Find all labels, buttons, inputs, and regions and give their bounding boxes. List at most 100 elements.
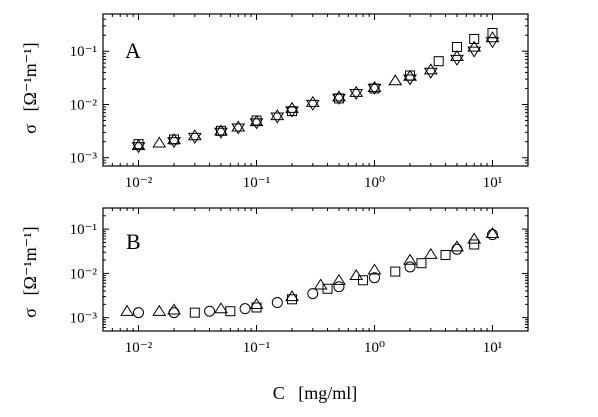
y-axis-label: σ [Ω⁻¹m⁻¹] bbox=[20, 42, 40, 133]
panel-b: B 10⁻² 10⁻¹ 10⁰ 10¹ 10⁻³ 10⁻² 10⁻¹ σ [Ω⁻¹m⁻¹] bbox=[20, 207, 529, 356]
svg-text:σ [Ω⁻¹m⁻¹]: σ [Ω⁻¹m⁻¹] bbox=[20, 42, 40, 133]
y-axis-unit: [Ω⁻¹m⁻¹] bbox=[20, 42, 40, 111]
data-point-triangle-down bbox=[403, 74, 417, 86]
data-point-triangle-up bbox=[423, 63, 438, 75]
y-axis-label: σ [Ω⁻¹m⁻¹] bbox=[20, 226, 40, 317]
data-point-triangle-down bbox=[231, 123, 246, 135]
y-tick-label: 10⁻² bbox=[70, 97, 98, 113]
data-point-triangle-down bbox=[332, 93, 346, 105]
data-point-circle bbox=[168, 307, 180, 319]
y-tick-label: 10⁻² bbox=[70, 266, 98, 282]
data-marks bbox=[120, 226, 500, 319]
data-point-square bbox=[225, 306, 236, 317]
data-point-square bbox=[251, 302, 262, 313]
data-point-triangle-down bbox=[285, 106, 299, 118]
data-point-circle bbox=[271, 297, 283, 309]
data-point-triangle-down bbox=[270, 112, 285, 124]
data-point-triangle-up bbox=[485, 31, 500, 43]
axis-ticks: 10⁻² 10⁻¹ 10⁰ 10¹ 10⁻³ 10⁻² 10⁻¹ bbox=[70, 208, 528, 356]
data-point-triangle-up bbox=[120, 304, 135, 316]
y-tick-label: 10⁻³ bbox=[70, 151, 98, 167]
data-point-triangle-up bbox=[249, 297, 264, 309]
data-point-square bbox=[322, 283, 333, 294]
data-point-triangle-up bbox=[349, 268, 364, 281]
data-point-triangle-up bbox=[467, 40, 482, 52]
data-point-triangle-up bbox=[450, 240, 464, 252]
y-axis-unit: [Ω⁻¹m⁻¹] bbox=[20, 226, 40, 295]
data-point-triangle-up bbox=[367, 263, 382, 275]
x-tick-label: 10⁰ bbox=[364, 340, 385, 356]
y-tick-label: 10⁻³ bbox=[70, 311, 98, 327]
data-point-triangle-up bbox=[423, 247, 438, 259]
data-point-circle bbox=[404, 261, 416, 273]
data-point-square bbox=[390, 266, 401, 277]
panel-a: A 10⁻² 10⁻¹ 10⁰ 10¹ 10⁻³ 10⁻² 10⁻¹ σ [Ω⁻¹m⁻¹] bbox=[20, 13, 529, 191]
data-point-triangle-up bbox=[270, 109, 285, 121]
data-point-triangle-up bbox=[485, 226, 500, 239]
data-point-triangle-down bbox=[349, 88, 364, 101]
data-point-triangle-up bbox=[167, 133, 181, 145]
data-point-circle bbox=[368, 272, 380, 284]
data-point-triangle-down bbox=[450, 54, 464, 66]
panel-label: A bbox=[125, 38, 141, 63]
x-tick-label: 10⁰ bbox=[364, 175, 385, 191]
data-point-circle bbox=[239, 303, 251, 315]
data-point-triangle-up bbox=[152, 136, 167, 148]
x-axis-label: C [mg/ml] bbox=[273, 383, 358, 403]
data-point-triangle-down bbox=[214, 127, 228, 139]
data-point-square bbox=[358, 275, 369, 286]
panel-label: B bbox=[126, 229, 141, 254]
data-point-triangle-down bbox=[485, 37, 500, 49]
x-tick-label: 10⁻² bbox=[125, 175, 153, 191]
data-point-circle bbox=[133, 307, 145, 319]
data-point-triangle-down bbox=[305, 99, 320, 111]
data-point-square bbox=[416, 258, 427, 269]
data-point-triangle-down bbox=[467, 46, 482, 58]
data-point-triangle-up bbox=[231, 120, 246, 132]
axis-ticks: 10⁻² 10⁻¹ 10⁰ 10¹ 10⁻³ 10⁻² 10⁻¹ bbox=[70, 14, 528, 191]
data-point-triangle-up bbox=[214, 124, 228, 136]
data-point-triangle-up bbox=[214, 302, 228, 314]
data-point-square bbox=[287, 294, 298, 305]
data-point-square bbox=[433, 56, 444, 67]
data-point-square bbox=[469, 239, 480, 250]
x-tick-label: 10¹ bbox=[483, 340, 503, 356]
data-point-triangle-up bbox=[285, 290, 299, 302]
x-tick-label: 10⁻¹ bbox=[243, 340, 270, 356]
data-point-triangle-up bbox=[388, 74, 403, 86]
data-point-square bbox=[189, 307, 200, 318]
svg-text:σ [Ω⁻¹m⁻¹]: σ [Ω⁻¹m⁻¹] bbox=[20, 226, 40, 317]
y-tick-label: 10⁻¹ bbox=[70, 222, 97, 238]
data-point-square bbox=[440, 250, 451, 261]
data-point-triangle-up bbox=[152, 304, 167, 316]
data-point-triangle-down bbox=[367, 83, 382, 95]
y-axis-symbol: σ bbox=[20, 308, 40, 318]
data-point-circle bbox=[307, 288, 319, 300]
data-point-triangle-up bbox=[332, 90, 346, 102]
data-marks bbox=[131, 27, 500, 154]
data-point-triangle-up bbox=[403, 253, 417, 265]
data-point-triangle-up bbox=[187, 129, 202, 141]
data-point-triangle-up bbox=[367, 80, 382, 92]
data-point-triangle-up bbox=[131, 139, 146, 151]
data-point-circle bbox=[486, 229, 498, 241]
plot-frame bbox=[102, 207, 529, 332]
data-point-triangle-up bbox=[305, 95, 320, 107]
x-tick-label: 10⁻¹ bbox=[243, 175, 270, 191]
data-point-triangle-up bbox=[349, 85, 364, 97]
data-point-circle bbox=[333, 281, 345, 293]
data-point-circle bbox=[204, 305, 216, 317]
data-point-triangle-up bbox=[403, 69, 417, 81]
y-axis-symbol: σ bbox=[20, 124, 40, 134]
data-point-triangle-down bbox=[187, 132, 202, 144]
data-point-square bbox=[469, 33, 480, 44]
x-tick-label: 10⁻² bbox=[125, 340, 153, 356]
data-point-triangle-up bbox=[467, 232, 482, 244]
x-tick-label: 10¹ bbox=[483, 175, 503, 191]
data-point-triangle-up bbox=[332, 273, 346, 285]
data-point-circle bbox=[451, 243, 463, 255]
y-tick-label: 10⁻¹ bbox=[70, 44, 97, 60]
data-point-triangle-down bbox=[423, 67, 438, 79]
data-point-triangle-down bbox=[249, 118, 264, 130]
